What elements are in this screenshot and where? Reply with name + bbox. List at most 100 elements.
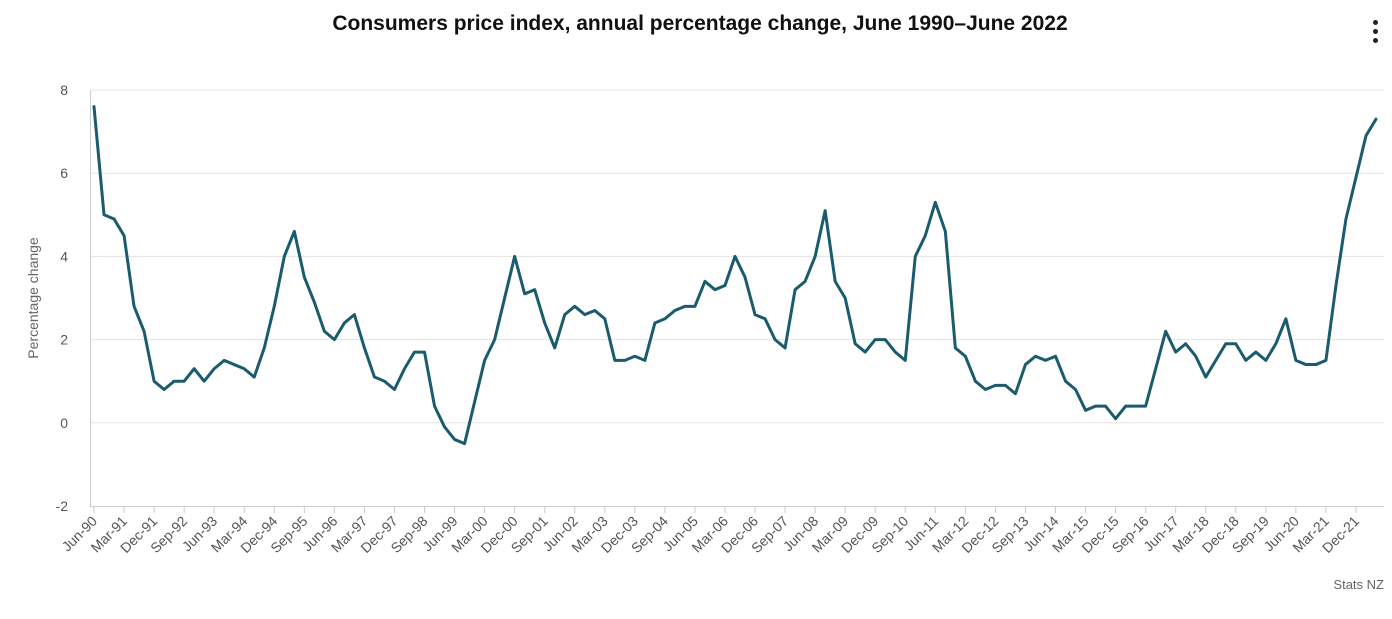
- data-point: [613, 359, 617, 362]
- data-point: [433, 404, 436, 408]
- data-point: [1144, 404, 1147, 408]
- data-point: [723, 284, 727, 287]
- data-point: [1224, 342, 1227, 345]
- series-group: [92, 105, 1378, 446]
- data-point: [122, 234, 126, 237]
- data-point: [323, 330, 326, 333]
- data-point: [813, 255, 817, 258]
- data-point: [623, 359, 627, 362]
- data-point: [503, 296, 506, 300]
- data-point: [1214, 359, 1217, 362]
- data-point: [1314, 363, 1318, 366]
- data-point: [783, 346, 787, 350]
- data-point: [273, 305, 276, 308]
- data-point: [403, 367, 406, 370]
- data-point: [673, 309, 677, 312]
- data-point: [683, 305, 687, 308]
- data-point: [1044, 359, 1047, 362]
- data-point: [333, 338, 336, 341]
- data-point: [553, 346, 556, 350]
- data-point: [1054, 355, 1057, 358]
- data-point: [1004, 384, 1007, 387]
- data-point: [984, 388, 987, 391]
- data-point: [1264, 359, 1268, 362]
- data-point: [112, 217, 116, 221]
- data-point: [853, 342, 857, 345]
- data-point: [633, 355, 637, 358]
- data-point: [753, 313, 757, 316]
- data-point: [1354, 176, 1358, 179]
- data-point: [483, 359, 486, 362]
- data-point: [1074, 388, 1077, 391]
- data-point: [513, 255, 516, 258]
- data-point: [823, 209, 827, 212]
- source-credit: Stats NZ: [1333, 577, 1384, 592]
- data-point: [653, 321, 657, 325]
- data-point: [423, 350, 426, 354]
- data-point: [763, 317, 767, 320]
- data-point: [1024, 363, 1027, 366]
- data-point: [1374, 117, 1378, 121]
- data-point: [583, 313, 586, 316]
- data-point: [172, 380, 176, 383]
- data-point: [463, 442, 466, 445]
- data-point: [1294, 359, 1298, 362]
- data-point: [453, 438, 456, 441]
- data-point: [493, 338, 496, 341]
- data-point: [833, 280, 837, 283]
- data-point: [92, 105, 96, 108]
- data-point: [253, 375, 256, 379]
- y-axis-label: Percentage change: [25, 237, 41, 359]
- data-point: [773, 338, 777, 341]
- data-point: [793, 288, 797, 291]
- data-point: [383, 380, 386, 383]
- data-point: [1204, 375, 1207, 379]
- data-point: [152, 380, 156, 383]
- data-point: [212, 367, 216, 370]
- data-point: [523, 292, 526, 296]
- data-point: [223, 359, 226, 362]
- data-point: [733, 255, 737, 258]
- data-point: [894, 350, 897, 354]
- data-point: [473, 400, 476, 404]
- data-point: [994, 384, 997, 387]
- data-point: [573, 305, 576, 308]
- data-point: [1174, 350, 1177, 354]
- data-point: [313, 300, 316, 304]
- data-point: [1254, 350, 1258, 354]
- data-point: [603, 317, 606, 320]
- data-point: [954, 346, 957, 350]
- cpi-series-line: [92, 105, 1378, 446]
- y-tick-label: 4: [60, 248, 68, 264]
- data-point: [373, 375, 376, 379]
- more-vertical-icon[interactable]: [1370, 20, 1382, 46]
- data-point: [1164, 330, 1167, 333]
- data-point: [1194, 355, 1197, 358]
- data-point: [293, 230, 296, 233]
- data-point: [713, 288, 717, 291]
- data-point: [914, 255, 917, 258]
- data-point: [243, 367, 246, 370]
- data-point: [964, 355, 967, 358]
- x-axis: [90, 90, 1384, 507]
- data-point: [132, 305, 136, 308]
- data-point: [643, 359, 647, 362]
- data-point: [924, 234, 927, 237]
- data-point: [1084, 409, 1087, 412]
- chart-title: Consumers price index, annual percentage…: [332, 12, 1068, 35]
- data-point: [1064, 380, 1067, 383]
- data-point: [182, 380, 186, 383]
- data-point: [353, 313, 356, 316]
- data-point: [303, 276, 306, 279]
- data-point: [934, 201, 937, 204]
- data-point: [703, 280, 707, 283]
- data-point: [843, 296, 847, 300]
- y-tick-label: 0: [60, 415, 68, 431]
- data-point: [884, 338, 887, 341]
- data-point: [1334, 284, 1338, 287]
- data-point: [1124, 404, 1127, 408]
- data-point: [1104, 404, 1107, 408]
- data-point: [202, 380, 206, 383]
- data-point: [693, 305, 697, 308]
- data-point: [263, 346, 266, 350]
